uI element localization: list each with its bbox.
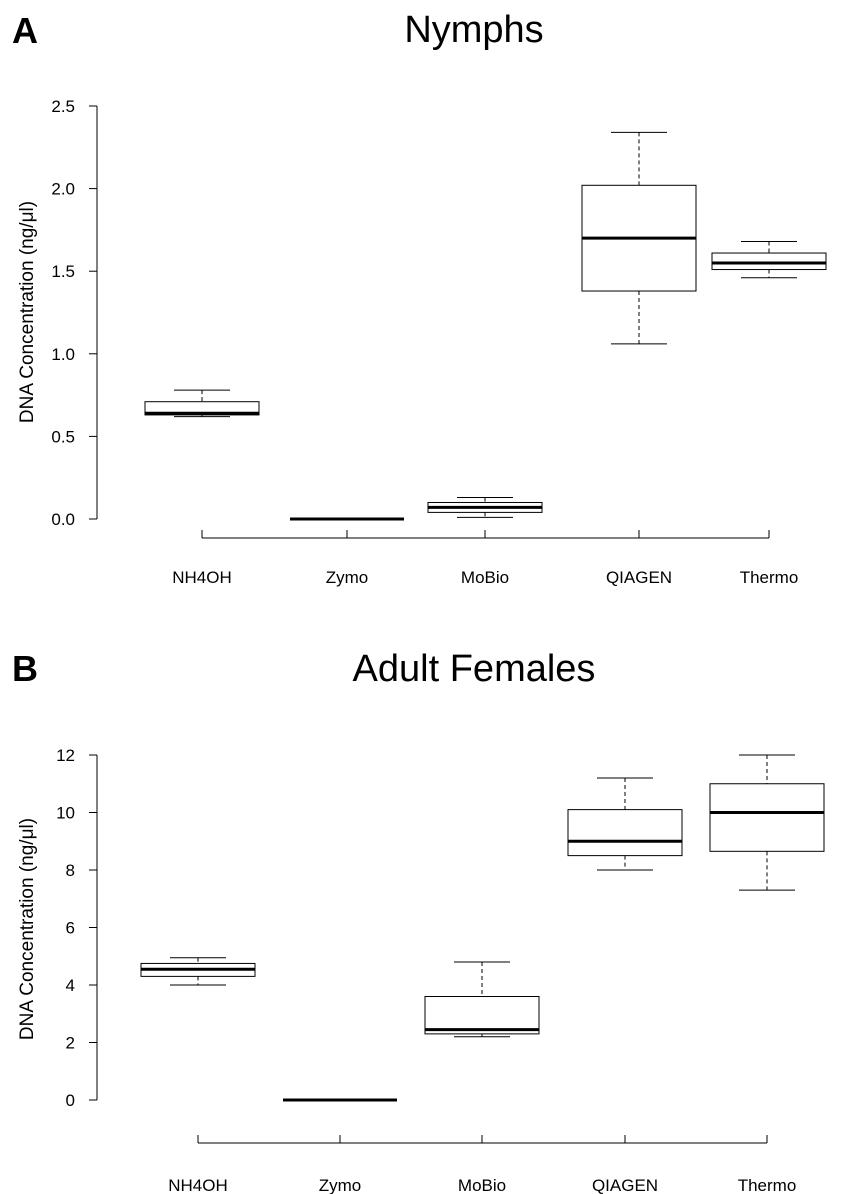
y-axis-label: DNA Concentration (ng/μl) bbox=[17, 201, 38, 423]
x-tick-label: MoBio bbox=[461, 568, 509, 587]
y-tick-label: 0.0 bbox=[51, 510, 75, 529]
chart-title: Adult Females bbox=[353, 648, 596, 690]
box-qiagen bbox=[567, 777, 683, 871]
iqr-box bbox=[424, 996, 540, 1035]
x-tick-label: NH4OH bbox=[168, 1176, 228, 1194]
y-tick-label: 2.0 bbox=[51, 180, 75, 199]
x-tick-label: NH4OH bbox=[172, 568, 232, 587]
box-thermo bbox=[711, 240, 827, 279]
x-tick-label: Zymo bbox=[326, 568, 369, 587]
box-qiagen bbox=[581, 131, 697, 345]
x-tick-label: Thermo bbox=[740, 568, 799, 587]
panel-letter: A bbox=[12, 10, 38, 51]
y-tick-label: 1.0 bbox=[51, 345, 75, 364]
x-tick-label: Thermo bbox=[738, 1176, 797, 1194]
y-tick-label: 0 bbox=[66, 1091, 75, 1110]
y-tick-label: 1.5 bbox=[51, 262, 75, 281]
iqr-box bbox=[144, 401, 260, 416]
box-mobio bbox=[427, 497, 543, 518]
y-tick-label: 2 bbox=[66, 1034, 75, 1053]
y-tick-label: 10 bbox=[56, 804, 75, 823]
x-tick-label: MoBio bbox=[458, 1176, 506, 1194]
panel-letter: B bbox=[12, 648, 38, 689]
x-tick-label: QIAGEN bbox=[592, 1176, 658, 1194]
y-tick-label: 0.5 bbox=[51, 427, 75, 446]
y-axis-label: DNA Concentration (ng/μl) bbox=[17, 818, 38, 1040]
iqr-box bbox=[711, 252, 827, 271]
y-tick-label: 2.5 bbox=[51, 97, 75, 116]
y-tick-label: 8 bbox=[66, 861, 75, 880]
box-nh4oh bbox=[140, 957, 256, 986]
iqr-box bbox=[567, 809, 683, 857]
y-tick-label: 4 bbox=[66, 976, 75, 995]
box-thermo bbox=[709, 754, 825, 891]
x-tick-label: Zymo bbox=[319, 1176, 362, 1194]
box-mobio bbox=[424, 961, 540, 1038]
box-nh4oh bbox=[144, 389, 260, 418]
chart-title: Nymphs bbox=[404, 9, 543, 51]
x-tick-label: QIAGEN bbox=[606, 568, 672, 587]
y-tick-label: 12 bbox=[56, 746, 75, 765]
y-tick-label: 6 bbox=[66, 919, 75, 938]
iqr-box bbox=[709, 783, 825, 852]
